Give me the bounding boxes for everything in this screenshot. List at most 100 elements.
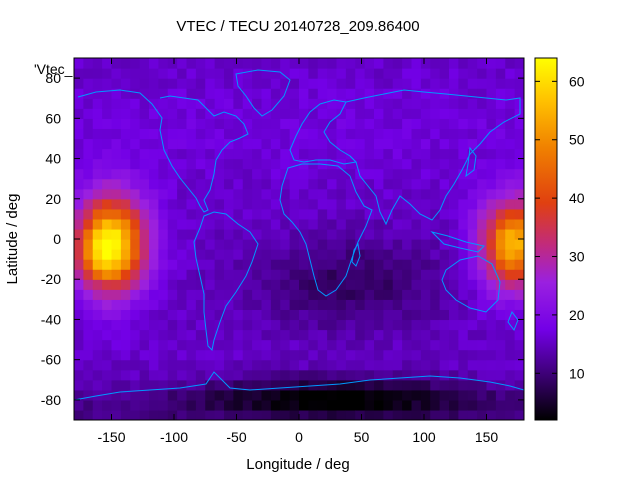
- heatmap-cell: [120, 58, 131, 69]
- heatmap-cell: [299, 168, 309, 180]
- heatmap-cell: [449, 369, 459, 381]
- heatmap-cell: [149, 178, 159, 190]
- heatmap-cell: [261, 389, 272, 401]
- heatmap-cell: [392, 409, 403, 420]
- heatmap-cell: [486, 188, 497, 200]
- heatmap-cell: [392, 239, 403, 250]
- heatmap-cell: [214, 128, 225, 140]
- heatmap-cell: [327, 78, 338, 89]
- heatmap-cell: [233, 98, 244, 109]
- colorbar-tick-label: 60: [569, 73, 585, 89]
- heatmap-cell: [111, 138, 122, 150]
- heatmap-cell: [139, 279, 150, 290]
- heatmap-cell: [102, 279, 113, 290]
- heatmap-cell: [364, 188, 375, 200]
- heatmap-cell: [149, 359, 159, 371]
- heatmap-cell: [149, 269, 159, 280]
- heatmap-cell: [495, 409, 506, 420]
- heatmap-cell: [392, 158, 403, 170]
- heatmap-cell: [411, 319, 422, 331]
- heatmap-cell: [467, 349, 478, 361]
- heatmap-cell: [449, 198, 459, 210]
- heatmap-cell: [402, 218, 413, 230]
- heatmap-cell: [477, 158, 488, 170]
- heatmap-cell: [505, 128, 516, 140]
- heatmap-cell: [327, 118, 338, 129]
- heatmap-cell: [449, 128, 459, 140]
- heatmap-cell: [383, 359, 394, 371]
- heatmap-cell: [186, 188, 197, 200]
- heatmap-cell: [458, 279, 469, 290]
- heatmap-cell: [167, 178, 178, 190]
- heatmap-cell: [392, 98, 403, 109]
- heatmap-cell: [130, 269, 141, 280]
- heatmap-cell: [449, 58, 459, 69]
- heatmap-cell: [158, 359, 169, 371]
- heatmap-cell: [477, 148, 488, 160]
- heatmap-cell: [317, 389, 328, 401]
- heatmap-cell: [270, 399, 281, 411]
- heatmap-cell: [374, 309, 384, 321]
- heatmap-cell: [355, 128, 366, 140]
- heatmap-cell: [336, 148, 347, 160]
- heatmap-cell: [430, 188, 441, 200]
- heatmap-cell: [205, 239, 216, 250]
- heatmap-cell: [289, 198, 300, 210]
- heatmap-cell: [299, 389, 309, 401]
- heatmap-cell: [158, 299, 169, 310]
- heatmap-cell: [177, 389, 188, 401]
- heatmap-cell: [289, 259, 300, 270]
- heatmap-cell: [308, 359, 319, 371]
- heatmap-cell: [364, 148, 375, 160]
- heatmap-cell: [186, 329, 197, 341]
- heatmap-cell: [430, 239, 441, 250]
- heatmap-cell: [280, 359, 291, 371]
- heatmap-cell: [458, 158, 469, 170]
- heatmap-cell: [392, 329, 403, 341]
- heatmap-cell: [449, 379, 459, 391]
- heatmap-cell: [345, 249, 356, 260]
- heatmap-cell: [327, 259, 338, 270]
- heatmap-cell: [130, 409, 141, 420]
- heatmap-cell: [392, 108, 403, 119]
- heatmap-cell: [317, 329, 328, 341]
- heatmap-cell: [374, 188, 384, 200]
- coastline-japan: [465, 146, 477, 178]
- heatmap-cell: [402, 309, 413, 321]
- heatmap-cell: [74, 58, 84, 69]
- heatmap-cell: [430, 359, 441, 371]
- heatmap-cell: [430, 389, 441, 401]
- heatmap-cell: [392, 359, 403, 371]
- heatmap-cell: [374, 319, 384, 331]
- heatmap-cell: [514, 58, 524, 69]
- heatmap-cell: [130, 228, 141, 240]
- heatmap-cell: [111, 389, 122, 401]
- heatmap-cell: [327, 389, 338, 401]
- heatmap-cell: [345, 168, 356, 180]
- heatmap-cell: [308, 58, 319, 69]
- heatmap-cell: [505, 188, 516, 200]
- heatmap-cell: [270, 208, 281, 220]
- heatmap-cell: [177, 359, 188, 371]
- heatmap-cell: [158, 218, 169, 230]
- heatmap-cell: [120, 68, 131, 79]
- heatmap-cell: [167, 309, 178, 321]
- heatmap-cell: [289, 389, 300, 401]
- heatmap-cell: [252, 158, 263, 170]
- heatmap-cell: [505, 58, 516, 69]
- heatmap-cell: [505, 168, 516, 180]
- heatmap-cell: [449, 168, 459, 180]
- heatmap-cell: [214, 329, 225, 341]
- heatmap-cell: [120, 118, 131, 129]
- heatmap-cell: [280, 228, 291, 240]
- heatmap-cell: [242, 208, 253, 220]
- heatmap-cell: [205, 118, 216, 129]
- heatmap-cell: [392, 399, 403, 411]
- heatmap-cell: [505, 339, 516, 351]
- heatmap-cell: [411, 168, 422, 180]
- heatmap-cell: [83, 379, 94, 391]
- heatmap-cell: [392, 349, 403, 361]
- heatmap-cell: [83, 259, 94, 270]
- heatmap-cell: [299, 379, 309, 391]
- heatmap-cell: [374, 148, 384, 160]
